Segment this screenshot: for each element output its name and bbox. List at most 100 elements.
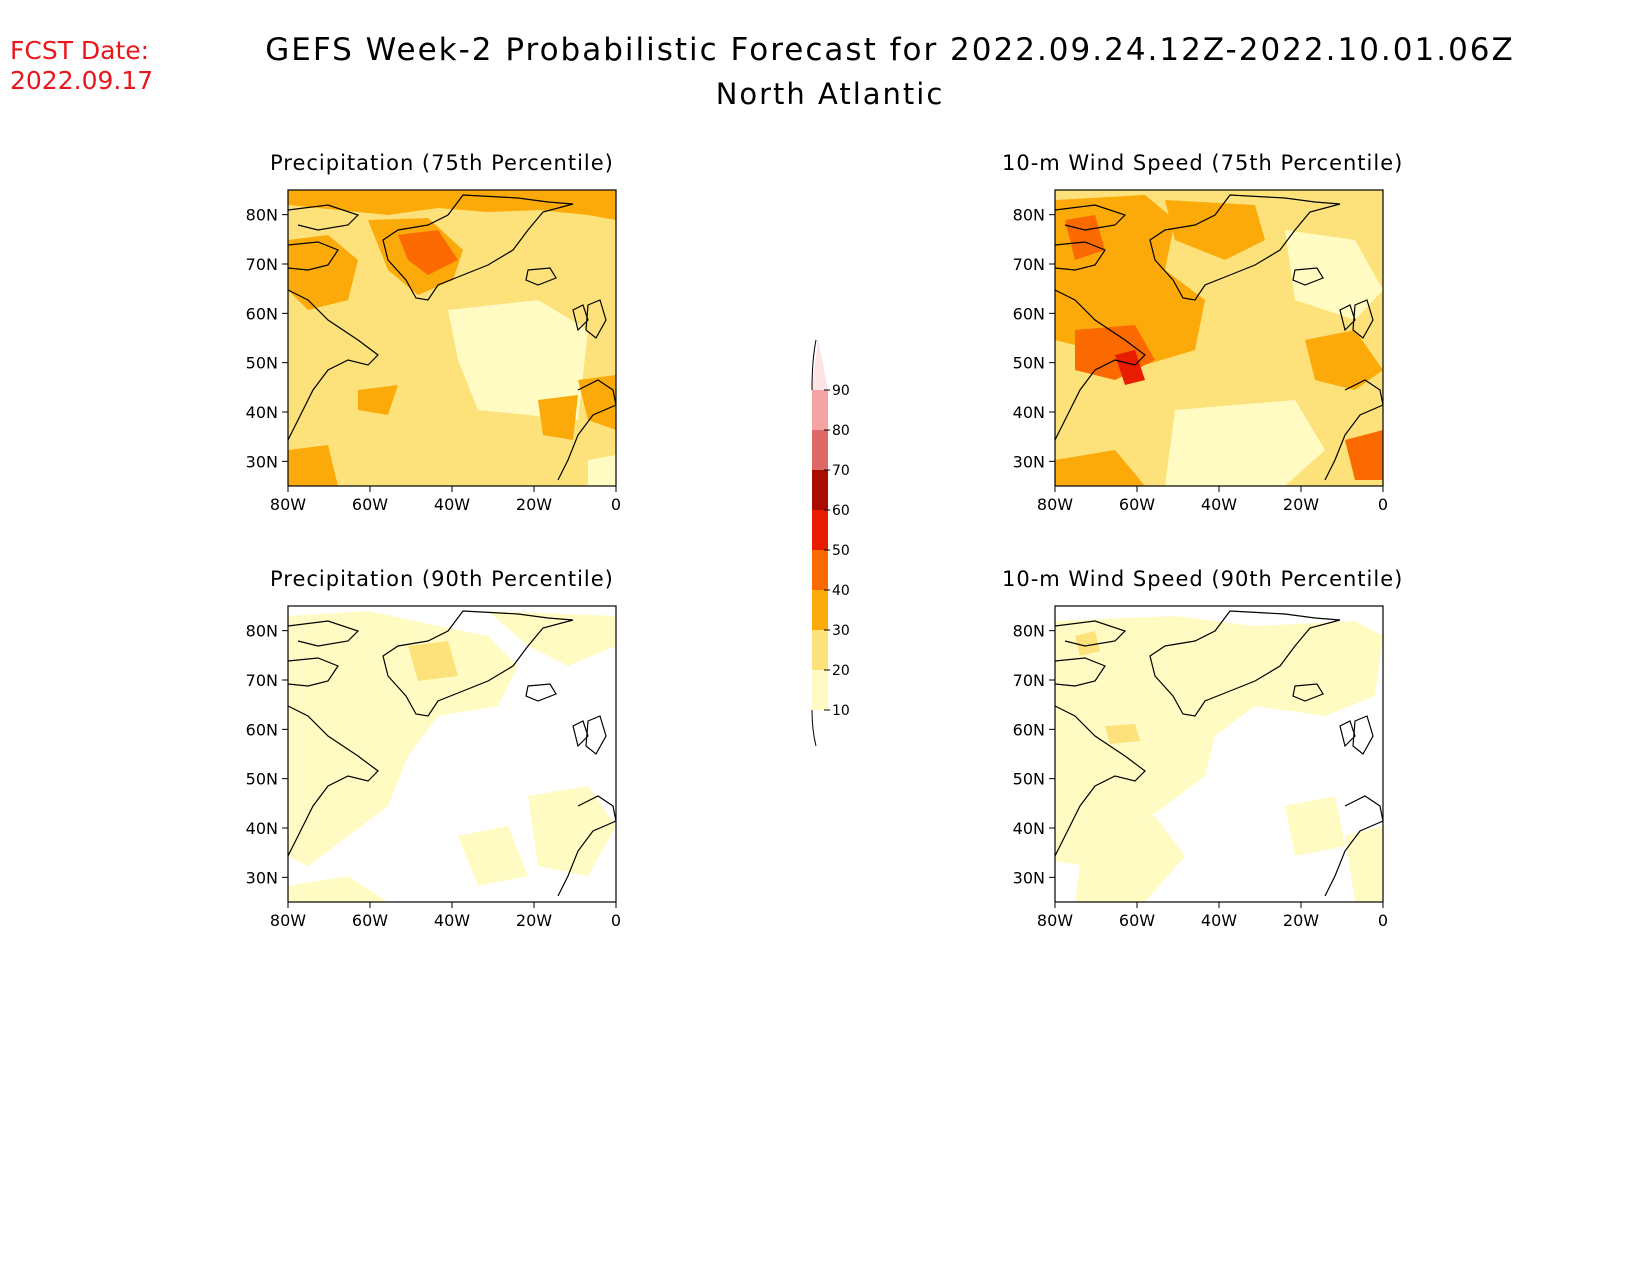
shading-region	[398, 230, 458, 275]
lon-tick-label: 0	[1378, 495, 1388, 514]
coastline	[1292, 267, 1324, 286]
shading-region	[1305, 330, 1383, 390]
colorbar-segment	[812, 390, 828, 430]
lon-tick-label: 40W	[1201, 495, 1237, 514]
shading-region	[408, 641, 458, 681]
lat-tick-label: 50N	[246, 770, 278, 789]
coastline	[288, 705, 379, 857]
figure-title: GEFS Week-2 Probabilistic Forecast for 2…	[265, 32, 1515, 68]
colorbar-segment	[812, 510, 828, 550]
forecast-date-block: FCST Date: 2022.09.17	[10, 36, 153, 96]
lat-tick-label: 70N	[246, 671, 278, 690]
panel-title-wind75: 10-m Wind Speed (75th Percentile)	[1002, 151, 1404, 175]
coastline	[288, 241, 339, 271]
lon-tick-label: 20W	[516, 495, 552, 514]
shading-region	[1055, 450, 1145, 486]
coastline	[525, 267, 557, 286]
region-title: North Atlantic	[715, 77, 945, 111]
colorbar-segment	[812, 630, 828, 670]
lon-tick-label: 20W	[1283, 911, 1319, 930]
coastline	[1324, 795, 1383, 897]
coastline	[557, 379, 616, 481]
forecast-date-label: FCST Date:	[10, 36, 150, 65]
lon-tick-label: 60W	[352, 495, 388, 514]
map-wind90: 80N 70N 60N 50N 40N 30N 80W 60W 40W 20W 0	[1013, 605, 1388, 930]
coastline	[382, 194, 574, 301]
shading-region	[288, 611, 518, 866]
shading-region	[538, 395, 578, 440]
lat-tick-label: 60N	[1013, 304, 1045, 323]
coastline	[1339, 720, 1356, 748]
coastline	[572, 720, 589, 748]
colorbar-tick-label: 20	[832, 663, 850, 679]
lat-tick-label: 30N	[246, 452, 278, 471]
lat-tick-label: 80N	[1013, 206, 1045, 225]
lon-tick-label: 20W	[516, 911, 552, 930]
colorbar-segment	[812, 430, 828, 470]
map-precip75: 80N 70N 60N 50N 40N 30N 80W 60W 40W 20W 0	[246, 189, 621, 514]
shading-region	[588, 455, 616, 486]
lat-tick-label: 40N	[1013, 819, 1045, 838]
map-wind75: 80N 70N 60N 50N 40N 30N 80W 60W 40W 20W 0	[1013, 189, 1388, 514]
panel-title-precip90: Precipitation (90th Percentile)	[270, 567, 614, 591]
colorbar-tick-label: 80	[832, 423, 850, 439]
coastline	[1055, 204, 1127, 231]
coastline	[1324, 379, 1383, 481]
shading-region	[1105, 724, 1140, 744]
shading-region	[578, 375, 616, 430]
coastline	[1352, 715, 1374, 755]
shading-region	[448, 300, 588, 420]
lat-tick-label: 40N	[1013, 403, 1045, 422]
coastline	[1149, 194, 1341, 301]
lat-tick-label: 70N	[1013, 255, 1045, 274]
coastline	[1055, 620, 1127, 647]
lat-tick-label: 40N	[246, 403, 278, 422]
lon-tick-label: 40W	[434, 911, 470, 930]
lon-tick-label: 40W	[1201, 911, 1237, 930]
colorbar-tick-label: 90	[832, 383, 850, 399]
coastline	[1055, 705, 1146, 857]
colorbar-segment	[812, 590, 828, 630]
lon-tick-label: 80W	[270, 911, 306, 930]
coastline	[288, 620, 360, 647]
coastline	[382, 610, 574, 717]
shading-region	[528, 786, 616, 876]
shading-region	[488, 611, 616, 666]
coastline	[288, 657, 339, 687]
colorbar-segment	[812, 550, 828, 590]
lat-tick-label: 30N	[246, 868, 278, 887]
lat-tick-label: 50N	[1013, 354, 1045, 373]
coastline	[525, 683, 557, 702]
shading-region	[1165, 200, 1265, 260]
colorbar-tick-label: 40	[832, 583, 850, 599]
colorbar-tick-label: 10	[832, 703, 850, 719]
colorbar-tick-label: 50	[832, 543, 850, 559]
shading-region	[288, 190, 616, 220]
coastline	[585, 715, 607, 755]
coastline	[557, 795, 616, 897]
lat-tick-label: 60N	[1013, 720, 1045, 739]
shading-region	[1115, 350, 1145, 385]
coastline	[1149, 610, 1341, 717]
coastline	[1292, 683, 1324, 702]
lon-tick-label: 60W	[1119, 495, 1155, 514]
shading-region	[358, 385, 398, 415]
colorbar-tick-label: 60	[832, 503, 850, 519]
lon-tick-label: 60W	[1119, 911, 1155, 930]
colorbar-top-arrow	[812, 338, 828, 390]
colorbar-tick-label: 30	[832, 623, 850, 639]
lon-tick-label: 40W	[434, 495, 470, 514]
shading-region	[458, 826, 528, 886]
coastline	[288, 289, 379, 441]
shading-region	[1165, 400, 1325, 486]
shading-region	[1065, 215, 1105, 260]
lon-tick-label: 20W	[1283, 495, 1319, 514]
lat-tick-label: 50N	[1013, 770, 1045, 789]
coastline	[585, 299, 607, 339]
coastline	[288, 204, 360, 231]
coastline	[572, 304, 589, 332]
shading-region	[1055, 616, 1383, 866]
lon-tick-label: 80W	[1037, 911, 1073, 930]
colorbar-segment	[812, 670, 828, 710]
lat-tick-label: 80N	[246, 622, 278, 641]
